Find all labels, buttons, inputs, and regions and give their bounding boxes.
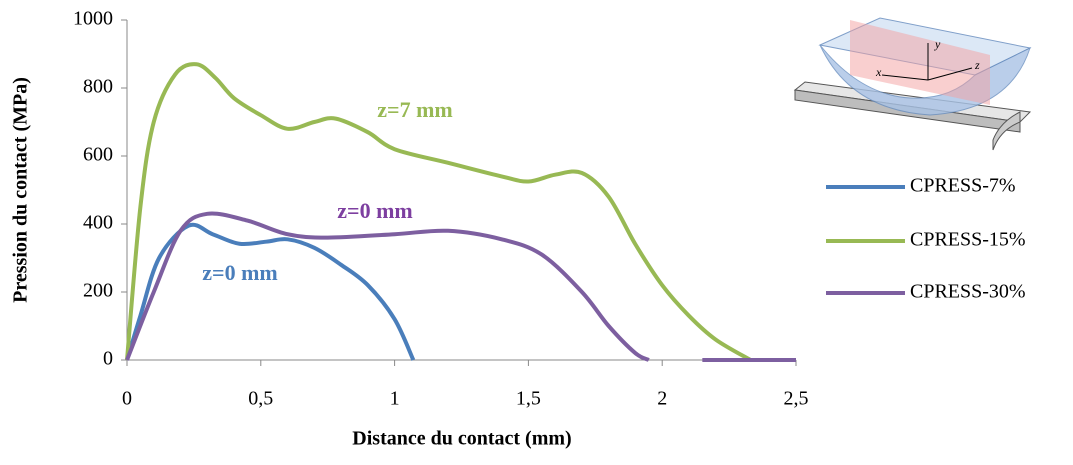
x-tick-label: 2	[657, 388, 667, 410]
x-tick-label: 2,5	[784, 388, 809, 410]
inset-label: z	[974, 58, 980, 72]
y-axis-label: Pression du contact (MPa)	[10, 77, 32, 303]
inset-axis-z	[927, 67, 973, 81]
legend-label: CPRESS-30%	[910, 281, 1026, 303]
inset-axis-x	[881, 74, 929, 81]
x-tick-label: 1	[390, 388, 400, 410]
inset-label: y	[934, 37, 941, 51]
y-tick-label: 800	[83, 76, 113, 98]
x-axis-label: Distance du contact (mm)	[352, 428, 571, 450]
y-tick-label: 200	[83, 280, 113, 302]
series-line	[125, 222, 416, 361]
inset-diagram: y x z	[793, 17, 1032, 151]
y-tick-label: 1000	[73, 8, 113, 30]
x-tick-label: 1,5	[516, 388, 541, 410]
annotation: z=0 mm	[202, 260, 277, 285]
annotation: z=7 mm	[377, 97, 452, 122]
y-tick-label: 400	[83, 212, 113, 234]
series-line	[125, 62, 752, 362]
inset-plate-edge	[992, 111, 1021, 151]
y-tick-label: 0	[103, 348, 113, 370]
series-line	[125, 211, 796, 363]
inset-plane	[850, 20, 990, 105]
x-tick-label: 0,5	[248, 388, 273, 410]
annotation: z=0 mm	[337, 198, 412, 223]
inset-label: x	[875, 65, 882, 79]
legend-label: CPRESS-7%	[910, 175, 1016, 197]
x-tick-label: 0	[122, 388, 132, 410]
y-tick-label: 600	[83, 144, 113, 166]
legend-label: CPRESS-15%	[910, 229, 1026, 251]
